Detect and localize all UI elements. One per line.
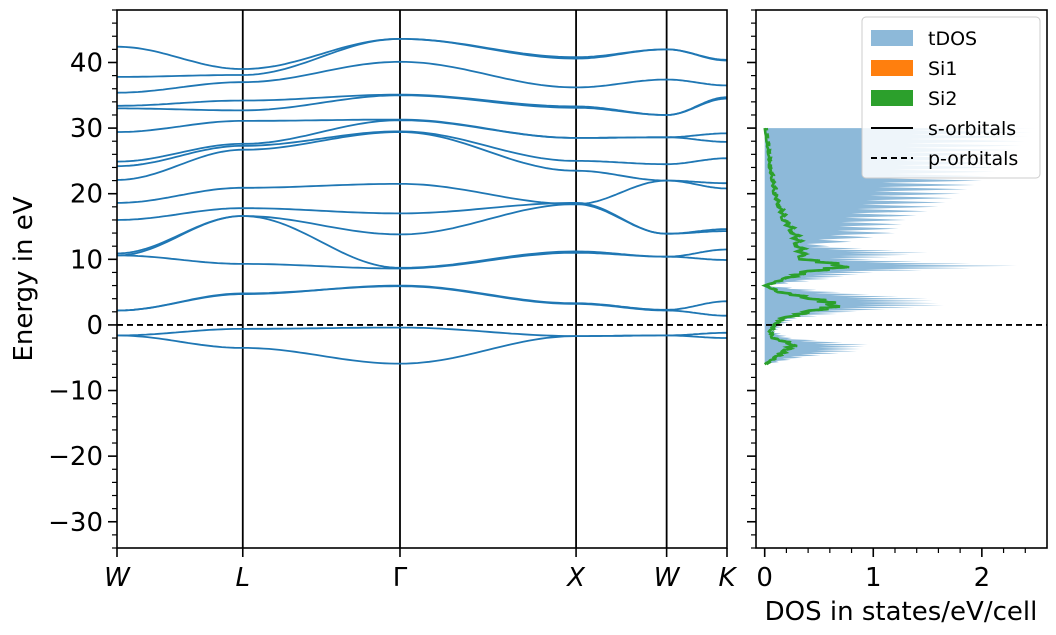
legend-swatch (871, 90, 913, 106)
band-line (117, 202, 727, 235)
y-tick-label: −20 (48, 442, 103, 472)
legend: tDOS Si1 Si2 s-orbitals p-orbitals (861, 16, 1041, 179)
legend-swatch (871, 60, 913, 76)
dos-x-axis-label: DOS in states/eV/cell (765, 597, 1038, 627)
dos-frame (755, 9, 1048, 549)
legend-swatch (871, 30, 913, 46)
dos-x-tick-label: 1 (865, 563, 882, 593)
k-point-label: K (718, 563, 737, 593)
dos-curves (761, 127, 1037, 366)
y-tick-label: 40 (70, 48, 103, 78)
band-line (117, 118, 727, 139)
legend-label: p-orbitals (928, 148, 1018, 170)
band-line (117, 93, 727, 116)
y-tick-label: 30 (70, 114, 103, 144)
band-line (117, 60, 727, 94)
band-line (117, 179, 727, 206)
k-point-label: Γ (393, 563, 408, 593)
band-lines (117, 38, 727, 365)
high-symmetry-lines (241, 10, 668, 548)
band-line (117, 38, 727, 78)
si2-p-orbital-line (761, 127, 848, 366)
legend-label: Si2 (928, 88, 957, 110)
dos-panel: 0 1 2 DOS in states/eV/cell tDOS Si1 Si2 s-or… (747, 9, 1048, 627)
band-line (117, 203, 727, 255)
y-tick-label: 0 (86, 311, 103, 341)
band-line (117, 284, 727, 312)
legend-box (861, 16, 1041, 179)
y-axis-label: Energy in eV (9, 196, 39, 361)
legend-label: Si1 (928, 58, 957, 80)
dos-y-axis-ticks (747, 9, 756, 549)
dos-x-tick-label: 0 (756, 563, 773, 593)
k-point-label: W (104, 563, 131, 593)
band-line (117, 130, 727, 168)
band-structure-panel: −30 −20 −10 0 10 20 30 40 W L Γ X W K Energy in eV (9, 9, 737, 593)
k-point-label: W (654, 563, 681, 593)
band-line (117, 326, 727, 337)
band-structure-frame (116, 9, 728, 549)
y-tick-label: 20 (70, 180, 103, 210)
y-axis-ticks: −30 −20 −10 0 10 20 30 40 (48, 9, 117, 549)
y-tick-label: −10 (48, 377, 103, 407)
k-point-label: L (236, 563, 251, 593)
band-line (117, 131, 727, 185)
legend-label: s-orbitals (928, 118, 1016, 140)
band-line (117, 38, 727, 70)
dos-x-axis-ticks: 0 1 2 (756, 548, 1026, 593)
band-line (117, 334, 727, 365)
k-point-label: X (565, 563, 586, 593)
legend-label: tDOS (928, 28, 977, 50)
y-tick-label: −30 (48, 508, 103, 538)
band-line (117, 285, 727, 317)
band-line (117, 215, 727, 269)
dos-x-tick-label: 2 (974, 563, 991, 593)
y-tick-label: 10 (70, 245, 103, 275)
